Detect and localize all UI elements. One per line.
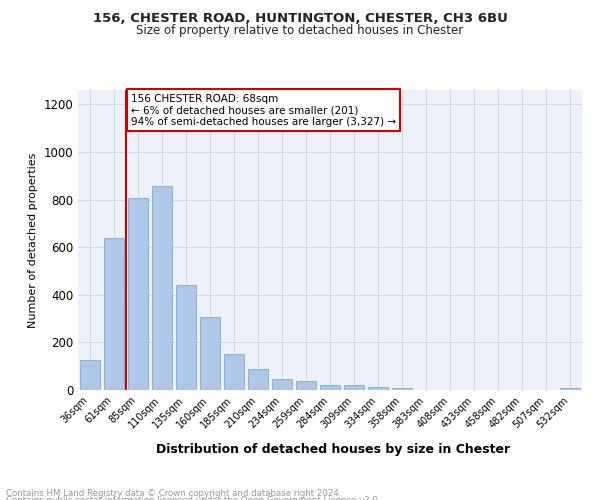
- Text: Size of property relative to detached houses in Chester: Size of property relative to detached ho…: [136, 24, 464, 37]
- Text: 156 CHESTER ROAD: 68sqm
← 6% of detached houses are smaller (201)
94% of semi-de: 156 CHESTER ROAD: 68sqm ← 6% of detached…: [131, 94, 396, 127]
- Bar: [368, 387, 388, 390]
- Bar: [344, 386, 364, 390]
- Text: Contains HM Land Registry data © Crown copyright and database right 2024.: Contains HM Land Registry data © Crown c…: [6, 488, 341, 498]
- Bar: [248, 368, 268, 390]
- Bar: [104, 238, 124, 390]
- Bar: [80, 360, 100, 390]
- Bar: [296, 381, 316, 390]
- Bar: [176, 285, 196, 390]
- Bar: [320, 385, 340, 390]
- Bar: [152, 186, 172, 390]
- Text: 156, CHESTER ROAD, HUNTINGTON, CHESTER, CH3 6BU: 156, CHESTER ROAD, HUNTINGTON, CHESTER, …: [92, 12, 508, 26]
- Bar: [200, 318, 220, 390]
- Text: Contains public sector information licensed under the Open Government Licence v3: Contains public sector information licen…: [6, 496, 380, 500]
- Bar: [560, 388, 580, 390]
- Bar: [392, 388, 412, 390]
- Text: Distribution of detached houses by size in Chester: Distribution of detached houses by size …: [156, 442, 510, 456]
- Bar: [128, 198, 148, 390]
- Bar: [272, 378, 292, 390]
- Y-axis label: Number of detached properties: Number of detached properties: [28, 152, 38, 328]
- Bar: [224, 354, 244, 390]
